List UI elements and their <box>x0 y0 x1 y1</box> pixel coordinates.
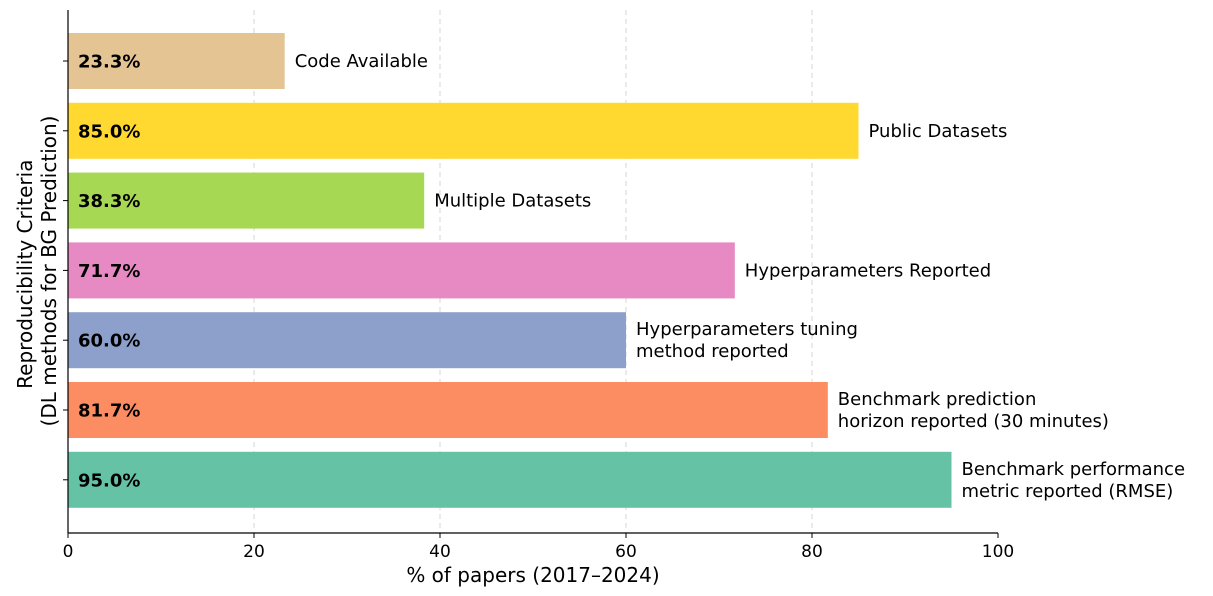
y-axis-label-line-2: (DL methods for BG Prediction) <box>37 116 61 427</box>
bar-value-label: 38.3% <box>78 191 140 212</box>
bar <box>68 102 859 159</box>
bar-group: 38.3% Multiple Datasets <box>68 172 591 229</box>
bar-category-label: Code Available <box>295 51 428 72</box>
bar <box>68 33 285 89</box>
bar-value-label: 71.7% <box>78 261 140 282</box>
bar-category-label: Benchmark performance metric reported (RM… <box>962 459 1186 502</box>
bar-group: 23.3% Code Available <box>68 33 428 89</box>
bar-category-label: Hyperparameters tuning method reported <box>636 319 858 362</box>
bars: 23.3% Code Available 85.0% Public Datasets 3… <box>68 33 1185 508</box>
bar-value-label: 95.0% <box>78 470 140 491</box>
bar-group: 95.0% Benchmark performance metric reporte… <box>68 451 1186 508</box>
bar-category-label-line: Hyperparameters tuning <box>636 319 858 340</box>
bar-category-label-line: Benchmark performance <box>962 459 1186 480</box>
bar-value-label: 23.3% <box>78 52 140 73</box>
bar <box>68 312 626 369</box>
bar-category-label: Hyperparameters Reported <box>745 260 991 281</box>
y-axis-label: Reproducibility Criteria (DL methods for… <box>13 116 61 427</box>
bar-category-label: Benchmark prediction horizon reported (30… <box>838 389 1109 432</box>
bar-category-label-line: horizon reported (30 minutes) <box>838 411 1109 432</box>
x-axis-label: % of papers (2017–2024) <box>406 563 659 587</box>
x-tick-label: 40 <box>429 542 451 562</box>
bar-group: 60.0% Hyperparameters tuning method report… <box>68 312 858 369</box>
bar-value-label: 85.0% <box>78 121 140 142</box>
bar-category-label-line: Benchmark prediction <box>838 389 1037 410</box>
x-tick-label: 100 <box>982 542 1014 562</box>
bar-category-label-line: Public Datasets <box>869 121 1008 142</box>
bar-category-label-line: Multiple Datasets <box>434 191 591 212</box>
bar-category-label: Multiple Datasets <box>434 191 591 212</box>
bar <box>68 172 425 229</box>
x-tick-label: 60 <box>615 542 637 562</box>
x-tick-label: 20 <box>243 542 265 562</box>
bar-category-label: Public Datasets <box>869 121 1008 142</box>
bar <box>68 242 735 299</box>
bar-category-label-line: Code Available <box>295 51 428 72</box>
axes: 0 20 40 60 80 100 <box>63 10 1014 562</box>
bar-category-label-line: metric reported (RMSE) <box>962 481 1174 502</box>
bar-group: 81.7% Benchmark prediction horizon reporte… <box>68 382 1109 438</box>
x-tick-label: 80 <box>801 542 823 562</box>
x-tick-label: 0 <box>63 542 74 562</box>
bar-group: 71.7% Hyperparameters Reported <box>68 242 991 299</box>
bar <box>68 382 828 438</box>
bar <box>68 451 952 508</box>
bar-category-label-line: method reported <box>636 341 789 362</box>
bar-value-label: 60.0% <box>78 331 140 352</box>
bar-value-label: 81.7% <box>78 401 140 422</box>
y-axis-label-line-1: Reproducibility Criteria <box>13 160 37 389</box>
bar-group: 85.0% Public Datasets <box>68 102 1008 159</box>
bar-category-label-line: Hyperparameters Reported <box>745 260 991 281</box>
